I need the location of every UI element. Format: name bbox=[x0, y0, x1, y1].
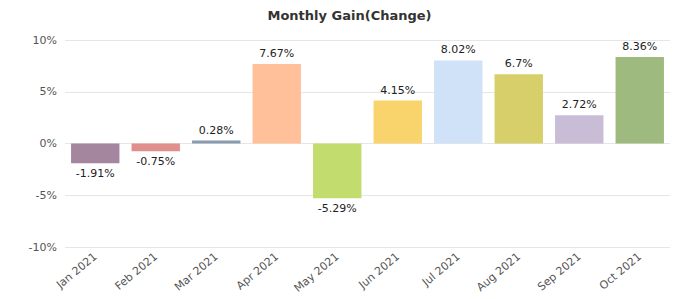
svg-text:10%: 10% bbox=[33, 34, 57, 47]
svg-text:Sep 2021: Sep 2021 bbox=[535, 250, 583, 294]
svg-text:-5%: -5% bbox=[36, 189, 57, 202]
svg-text:2.72%: 2.72% bbox=[562, 98, 597, 111]
svg-text:-0.75%: -0.75% bbox=[136, 155, 175, 168]
svg-text:-5.29%: -5.29% bbox=[318, 202, 357, 215]
svg-text:8.02%: 8.02% bbox=[441, 43, 476, 56]
svg-text:5%: 5% bbox=[40, 85, 57, 98]
svg-text:Oct 2021: Oct 2021 bbox=[597, 250, 644, 292]
svg-text:8.36%: 8.36% bbox=[622, 40, 657, 53]
svg-text:Mar 2021: Mar 2021 bbox=[172, 250, 220, 294]
svg-text:6.7%: 6.7% bbox=[505, 57, 533, 70]
svg-text:May 2021: May 2021 bbox=[292, 250, 342, 295]
svg-text:Apr 2021: Apr 2021 bbox=[234, 250, 281, 292]
svg-text:Feb 2021: Feb 2021 bbox=[113, 250, 160, 293]
svg-text:Jun 2021: Jun 2021 bbox=[356, 250, 402, 292]
svg-text:7.67%: 7.67% bbox=[259, 47, 294, 60]
svg-text:Monthly Gain(Change): Monthly Gain(Change) bbox=[267, 8, 431, 23]
svg-text:-1.91%: -1.91% bbox=[76, 167, 115, 180]
svg-text:Jan 2021: Jan 2021 bbox=[53, 250, 99, 292]
svg-text:-10%: -10% bbox=[29, 241, 57, 254]
svg-text:Jul 2021: Jul 2021 bbox=[419, 250, 462, 289]
svg-text:0.28%: 0.28% bbox=[199, 124, 234, 137]
svg-text:Aug 2021: Aug 2021 bbox=[474, 250, 523, 294]
svg-text:0%: 0% bbox=[40, 137, 57, 150]
svg-text:4.15%: 4.15% bbox=[380, 84, 415, 97]
